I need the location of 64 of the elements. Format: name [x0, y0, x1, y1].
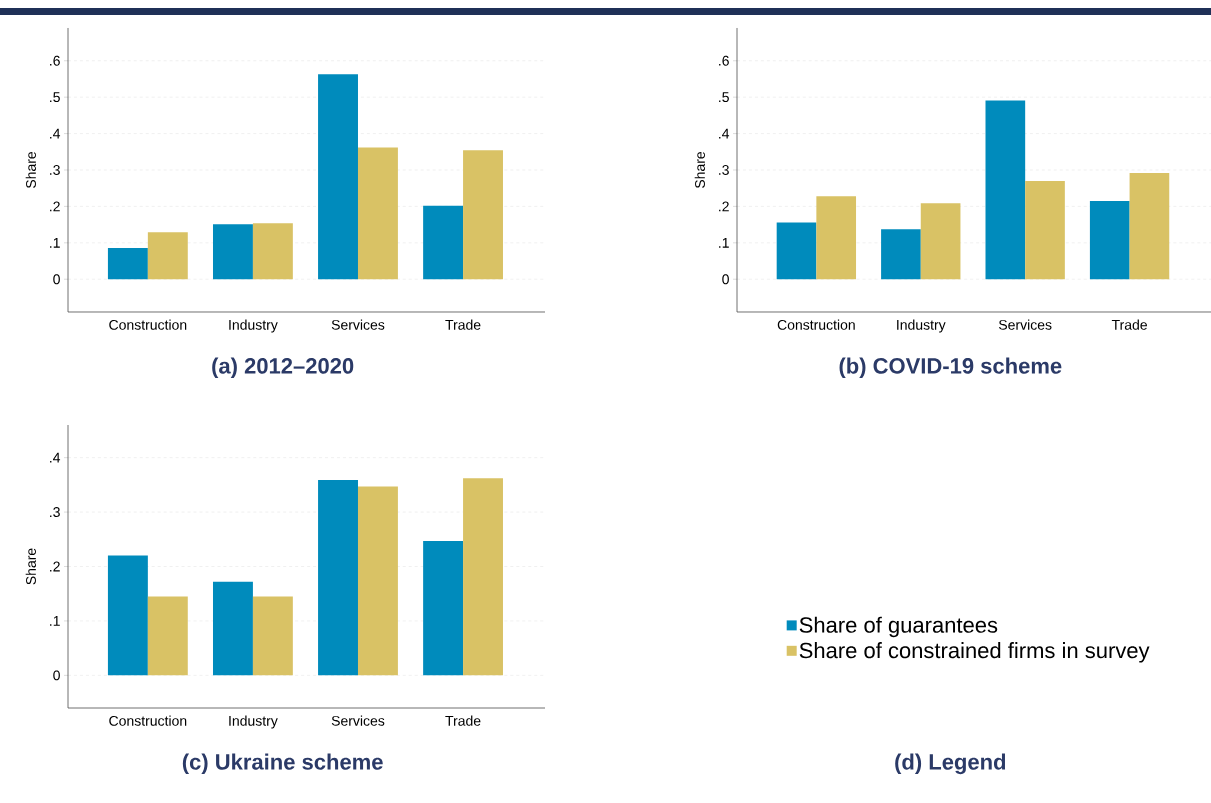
bar	[147, 232, 188, 280]
y-tick-label: .5	[50, 92, 60, 103]
x-tick-label: Trade	[445, 715, 481, 726]
bar	[985, 100, 1026, 280]
bar	[147, 596, 188, 676]
bar	[463, 478, 503, 676]
bar	[1129, 172, 1170, 280]
bar	[423, 205, 464, 280]
y-tick-label: .3	[50, 165, 60, 175]
y-tick-label: 0	[53, 670, 60, 681]
bar	[107, 555, 148, 676]
bar	[107, 247, 148, 280]
text: (b) COVID-19 scheme	[839, 357, 1062, 379]
y-axis-title: Share	[25, 548, 36, 585]
y-tick-label: .5	[719, 92, 729, 103]
x-tick-label: Services	[331, 715, 385, 726]
y-tick-label: .1	[50, 238, 60, 248]
bar	[463, 150, 503, 280]
bar	[318, 74, 358, 280]
text: (d) Legend	[895, 753, 1006, 775]
x-tick-label: Construction	[109, 319, 187, 330]
bar	[212, 224, 253, 280]
bar	[318, 479, 358, 676]
y-axis-title: Share	[25, 151, 36, 189]
legend-label: Share of constrained firms in survey	[799, 642, 1150, 663]
y-tick-label: .2	[50, 201, 60, 212]
x-tick-label: Construction	[109, 715, 187, 726]
y-tick-label: .2	[50, 561, 60, 572]
bar	[920, 203, 961, 280]
bar	[252, 596, 293, 676]
bar	[816, 196, 857, 280]
legend-label: Share of guarantees	[799, 616, 998, 638]
x-tick-label: Industry	[229, 715, 278, 729]
x-tick-label: Services	[331, 319, 385, 330]
y-tick-label: .6	[50, 55, 60, 66]
y-tick-label: .4	[50, 128, 61, 139]
bar	[357, 147, 398, 280]
x-tick-label: Construction	[777, 319, 855, 330]
bar	[357, 486, 398, 676]
x-tick-label: Services	[998, 319, 1052, 330]
text: (a) 2012–2020	[212, 357, 354, 379]
bar	[212, 581, 253, 676]
text: (c) Ukraine scheme	[182, 753, 383, 775]
y-tick-label: .2	[719, 201, 729, 212]
bar	[776, 222, 817, 280]
bar	[423, 540, 464, 676]
y-tick-label: 0	[722, 274, 729, 285]
bar	[1089, 200, 1130, 280]
x-tick-label: Industry	[229, 319, 278, 333]
x-tick-label: Trade	[1111, 319, 1147, 330]
x-tick-label: Trade	[445, 319, 481, 330]
y-tick-label: 0	[53, 274, 60, 285]
y-axis-title: Share	[694, 151, 705, 189]
y-tick-label: .3	[50, 507, 60, 518]
bar	[881, 229, 921, 280]
y-tick-label: .1	[50, 616, 60, 626]
bar	[1025, 180, 1065, 280]
y-tick-label: .6	[719, 55, 729, 66]
y-tick-label: .1	[719, 238, 729, 248]
y-tick-label: .4	[719, 128, 730, 139]
bar	[252, 223, 293, 280]
y-tick-label: .4	[50, 452, 61, 463]
x-tick-label: Industry	[897, 319, 946, 333]
y-tick-label: .3	[719, 165, 729, 175]
